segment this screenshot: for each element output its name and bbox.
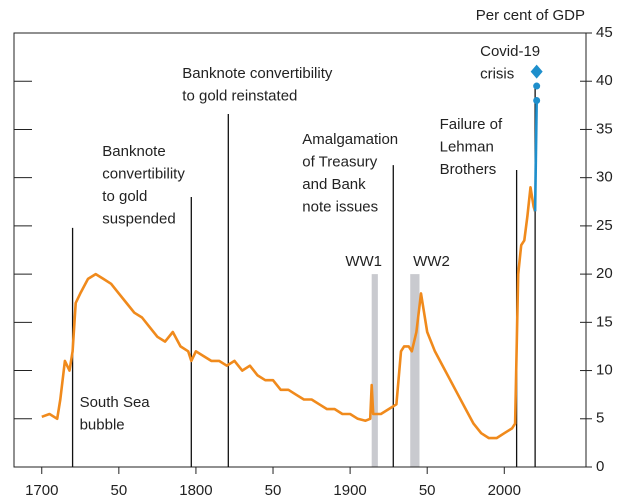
war-band xyxy=(410,274,420,467)
event-label: crisis xyxy=(480,65,514,82)
y-tick-label: 25 xyxy=(596,217,613,234)
x-tick-label: 2000 xyxy=(488,482,521,499)
event-label: note issues xyxy=(302,198,378,215)
event-label: and Bank xyxy=(302,176,366,193)
event-label: to gold xyxy=(102,188,147,205)
series-line xyxy=(533,100,538,212)
series-line xyxy=(41,186,537,440)
event-label: suspended xyxy=(102,210,175,227)
event-label: South Sea xyxy=(80,394,151,411)
event-label: of Treasury xyxy=(302,153,378,170)
y-tick-label: 40 xyxy=(596,72,613,89)
event-label: Brothers xyxy=(440,161,497,178)
x-tick-label: 1800 xyxy=(179,482,212,499)
event-label: to gold reinstated xyxy=(182,87,297,104)
event-label: Lehman xyxy=(440,138,494,155)
y-tick-label: 30 xyxy=(596,169,613,186)
event-label: Banknote convertibility xyxy=(182,65,333,82)
band-label: WW2 xyxy=(413,253,450,270)
axis-label: Per cent of GDP xyxy=(476,7,585,24)
y-tick-label: 10 xyxy=(596,362,613,379)
projection-dot xyxy=(533,82,541,90)
y-tick-label: 0 xyxy=(596,458,604,475)
x-tick-label: 50 xyxy=(265,482,282,499)
event-label: Failure of xyxy=(440,116,503,133)
y-tick-label: 45 xyxy=(596,24,613,41)
event-label: Banknote xyxy=(102,143,165,160)
band-label: WW1 xyxy=(345,253,382,270)
x-tick-label: 50 xyxy=(419,482,436,499)
plot-frame xyxy=(13,32,587,468)
war-band xyxy=(371,274,378,467)
projection-dot xyxy=(533,97,541,105)
x-tick-label: 1900 xyxy=(333,482,366,499)
y-tick-label: 5 xyxy=(596,410,604,427)
projection-diamond xyxy=(530,64,543,79)
y-tick-label: 20 xyxy=(596,265,613,282)
event-label: Covid-19 xyxy=(480,43,540,60)
event-label: convertibility xyxy=(102,165,185,182)
event-label: Amalgamation xyxy=(302,131,398,148)
x-tick-label: 50 xyxy=(110,482,127,499)
y-tick-label: 35 xyxy=(596,120,613,137)
x-tick-label: 1700 xyxy=(25,482,58,499)
event-label: bubble xyxy=(80,416,125,433)
y-tick-label: 15 xyxy=(596,313,613,330)
